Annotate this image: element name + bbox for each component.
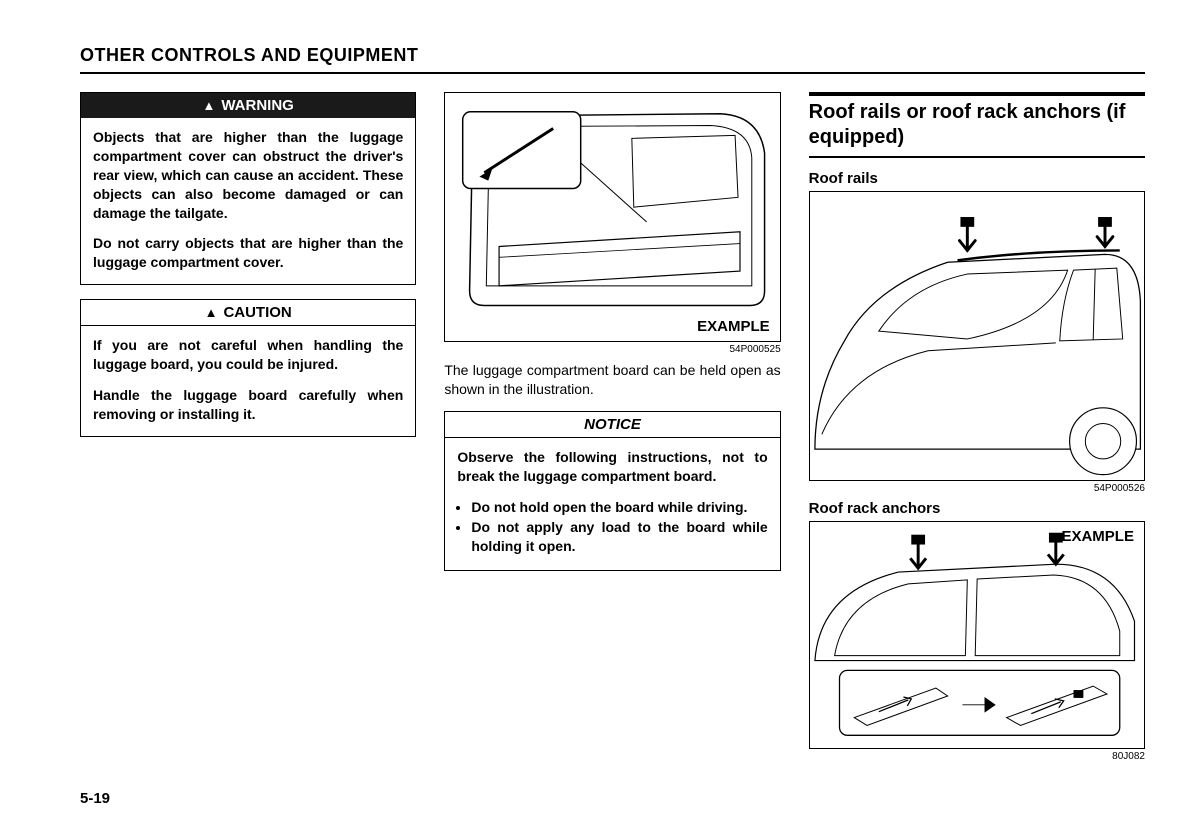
section-title: Roof rails or roof rack anchors (if equi… [809, 92, 1145, 158]
content-columns: ▲ WARNING Objects that are higher than t… [80, 92, 1145, 768]
notice-box: NOTICE Observe the following instruction… [444, 411, 780, 571]
caution-body: If you are not careful when handling the… [81, 326, 415, 436]
notice-bullet-2: Do not apply any load to the board while… [471, 518, 767, 556]
warning-triangle-icon: ▲ [202, 99, 215, 112]
caution-text-1: If you are not careful when handling the… [93, 336, 403, 374]
page-number: 5-19 [80, 790, 110, 807]
figure-number-1: 54P000525 [444, 344, 780, 355]
warning-body: Objects that are higher than the luggage… [81, 118, 415, 284]
subtitle-roof-anchors: Roof rack anchors [809, 500, 1145, 517]
figure-caption-1: The luggage compartment board can be hel… [444, 361, 780, 399]
column-3: Roof rails or roof rack anchors (if equi… [809, 92, 1145, 768]
caution-triangle-icon: ▲ [205, 306, 218, 319]
page-header: OTHER CONTROLS AND EQUIPMENT [80, 45, 1145, 74]
caution-header: ▲ CAUTION [81, 300, 415, 326]
caution-label: CAUTION [223, 304, 291, 321]
figure-number-2: 54P000526 [809, 483, 1145, 494]
roof-anchors-illustration: EXAMPLE [809, 521, 1145, 749]
caution-text-2: Handle the luggage board carefully when … [93, 386, 403, 424]
luggage-illustration: EXAMPLE [444, 92, 780, 342]
notice-lead: Observe the following instructions, not … [457, 448, 767, 486]
warning-header: ▲ WARNING [81, 93, 415, 118]
example-label-1: EXAMPLE [697, 318, 770, 335]
roof-anchors-svg [810, 522, 1144, 748]
notice-body: Observe the following instructions, not … [445, 438, 779, 570]
roof-rails-illustration [809, 191, 1145, 481]
notice-list: Do not hold open the board while driving… [471, 498, 767, 557]
notice-bullet-1: Do not hold open the board while driving… [471, 498, 767, 517]
roof-rails-svg [810, 192, 1144, 480]
notice-label: NOTICE [584, 416, 641, 433]
warning-label: WARNING [221, 97, 294, 114]
notice-header: NOTICE [445, 412, 779, 438]
warning-box: ▲ WARNING Objects that are higher than t… [80, 92, 416, 285]
warning-text-1: Objects that are higher than the luggage… [93, 128, 403, 222]
column-2: EXAMPLE 54P000525 The luggage compartmen… [444, 92, 780, 768]
example-label-3: EXAMPLE [1061, 528, 1134, 545]
column-1: ▲ WARNING Objects that are higher than t… [80, 92, 416, 768]
figure-number-3: 80J082 [809, 751, 1145, 762]
luggage-svg [445, 93, 779, 341]
subtitle-roof-rails: Roof rails [809, 170, 1145, 187]
warning-text-2: Do not carry objects that are higher tha… [93, 234, 403, 272]
caution-box: ▲ CAUTION If you are not careful when ha… [80, 299, 416, 437]
